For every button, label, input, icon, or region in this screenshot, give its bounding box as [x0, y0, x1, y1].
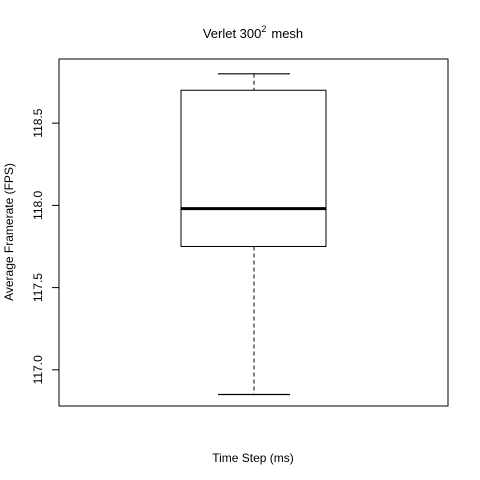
- y-tick-label: 117.0: [31, 355, 45, 384]
- y-tick-label: 117.5: [31, 273, 45, 302]
- y-tick-label: 118.5: [31, 108, 45, 137]
- interquartile-box: [180, 89, 327, 247]
- x-axis-label: Time Step (ms): [212, 451, 294, 465]
- chart-title: Verlet 3002 mesh: [203, 24, 303, 41]
- boxplot-box-group: [180, 73, 327, 396]
- y-tick-label: 118.0: [31, 190, 45, 219]
- y-axis: 117.0 117.5 118.0 118.5: [31, 108, 60, 384]
- y-axis-label: Average Framerate (FPS): [2, 163, 16, 301]
